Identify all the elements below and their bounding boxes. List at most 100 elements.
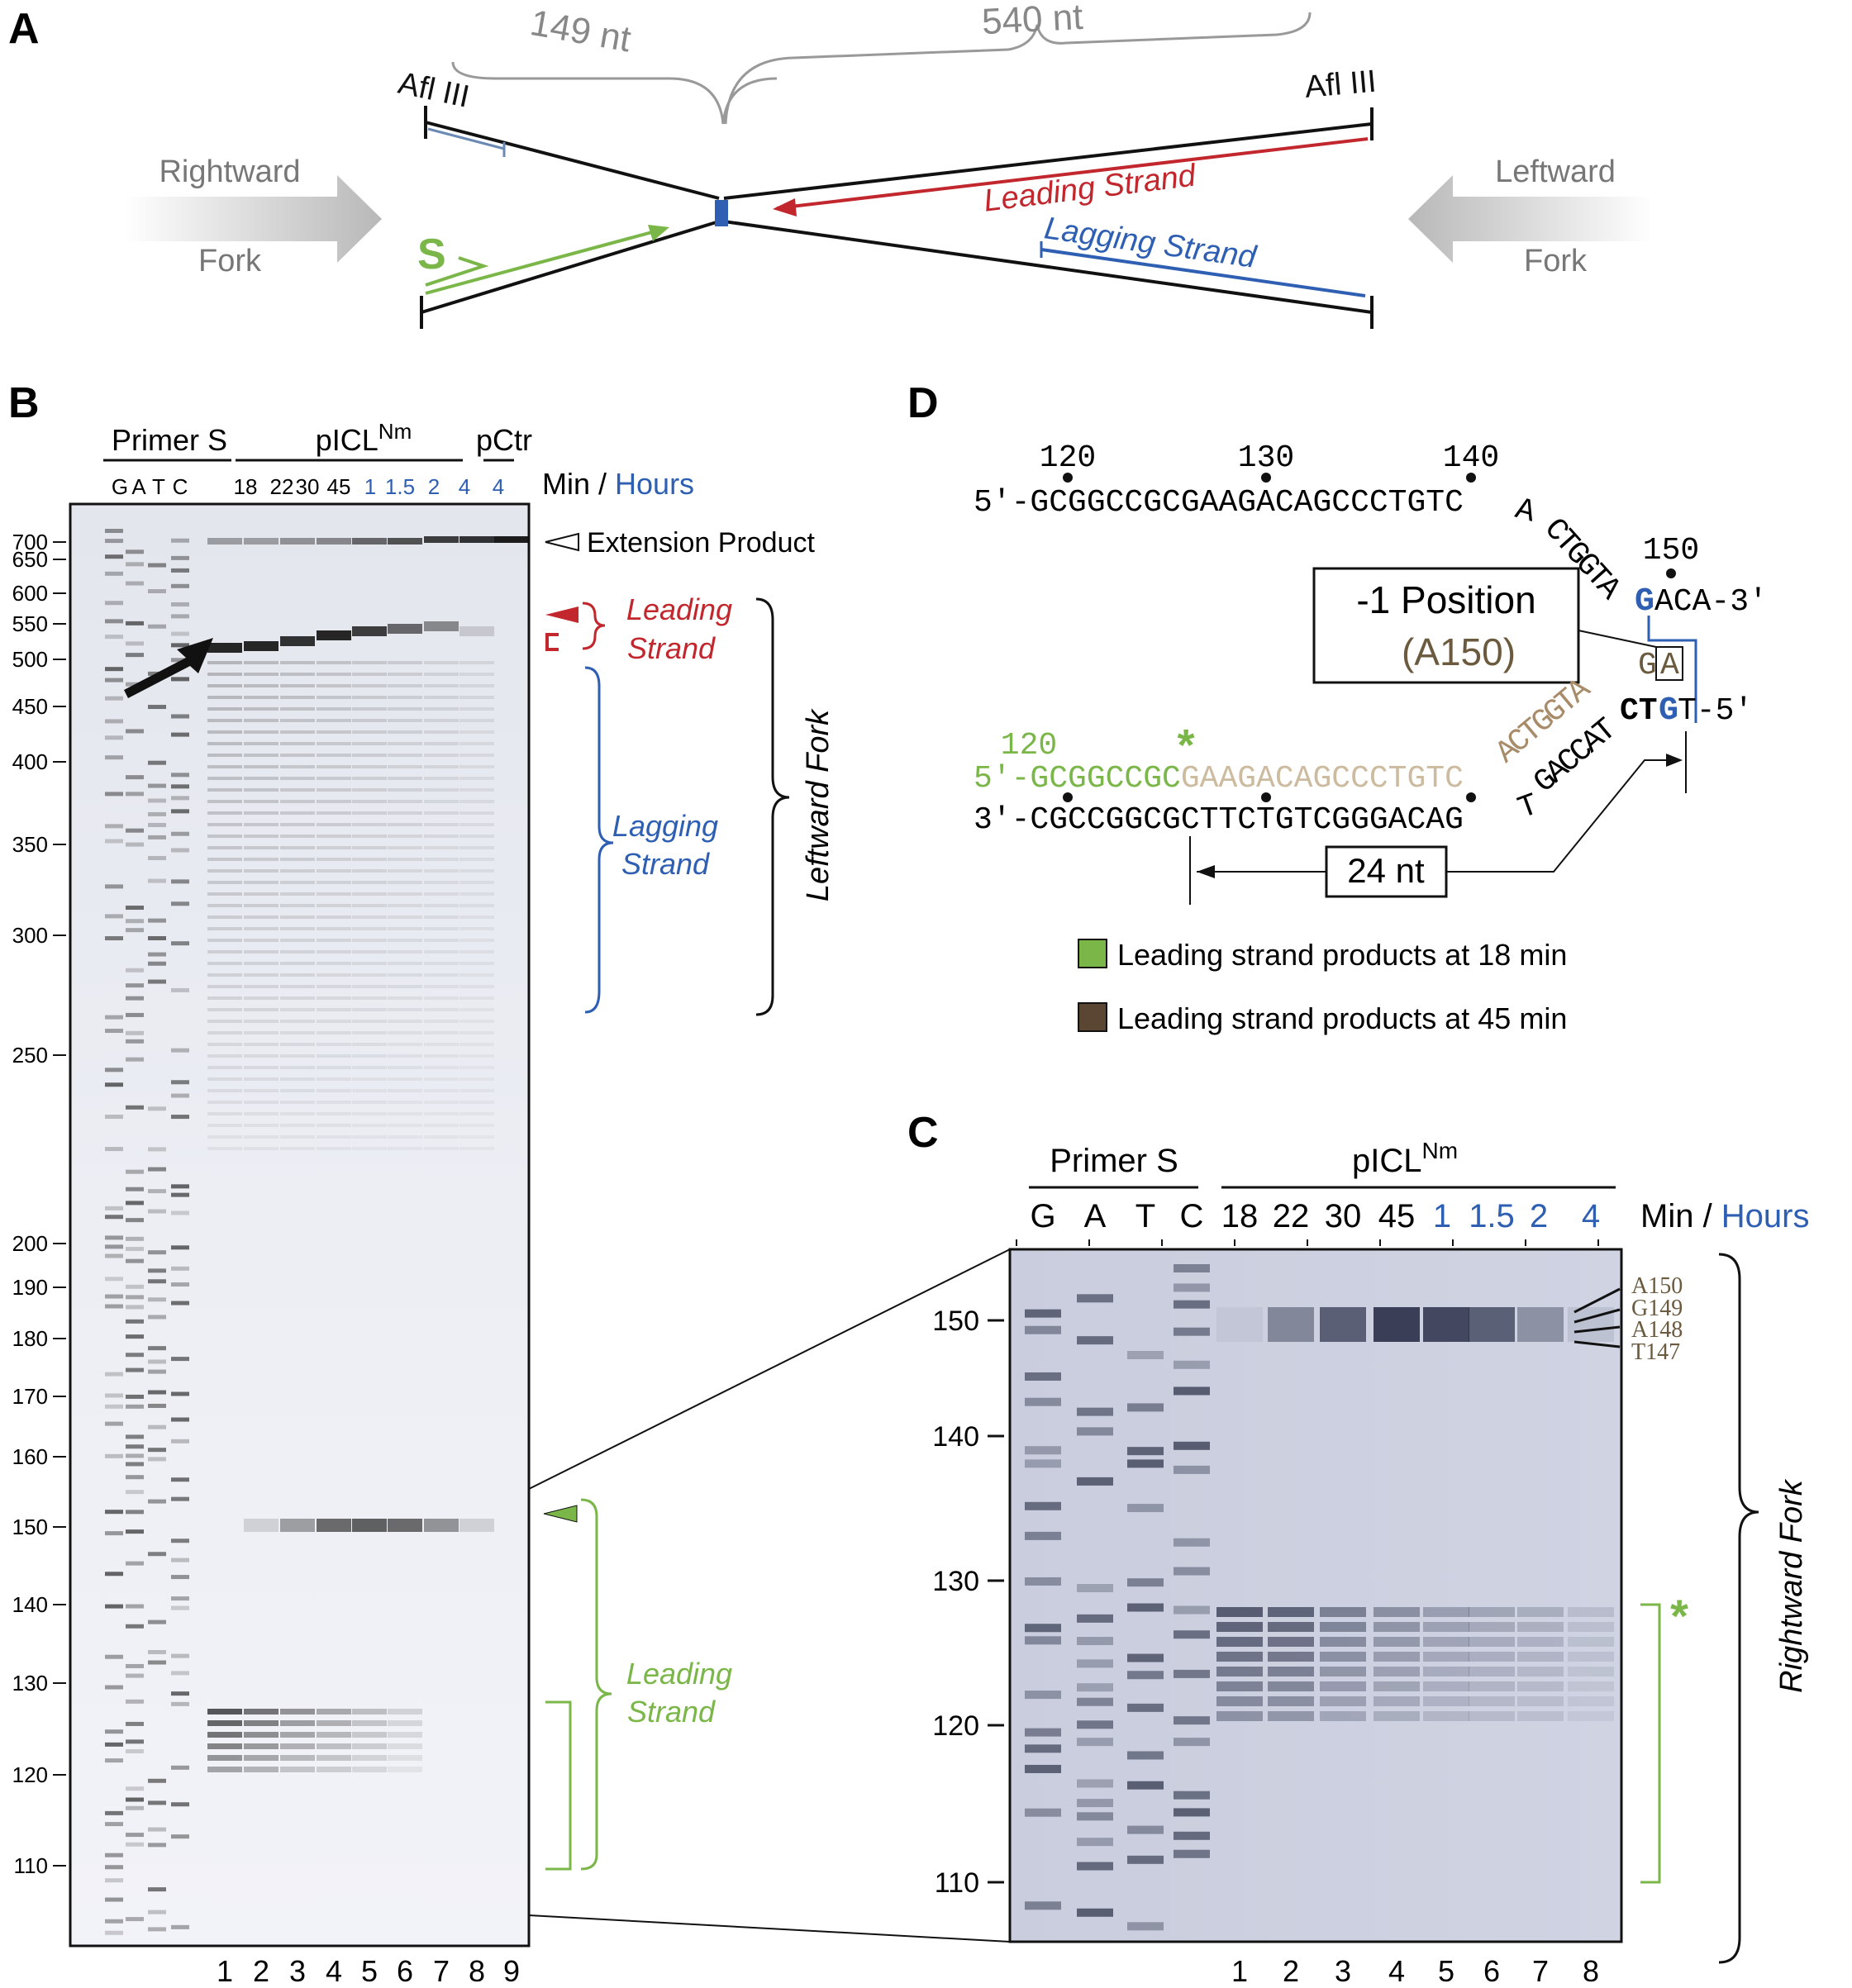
b-ladder-band [126, 1475, 144, 1480]
b-lagging-smear [317, 1135, 351, 1139]
c-lane-number: 2 [1283, 1954, 1299, 1988]
b-time-hours-label: 2 [428, 474, 440, 499]
c-seq-lane-label: G [1030, 1198, 1055, 1234]
c-size-marker: 120 [932, 1710, 979, 1742]
c-ladder-band [1174, 1360, 1210, 1369]
b-ladder-band [126, 1218, 144, 1223]
b-lagging-smear [424, 707, 459, 711]
b-lagging-smear [459, 892, 494, 896]
b-lagging-smear [317, 1112, 351, 1115]
legend-green-label: Leading strand products at 18 min [1117, 938, 1567, 972]
b-lagging-smear [280, 1066, 315, 1069]
b-lagging-smear [388, 996, 422, 1000]
b-primer-extension-band [388, 1767, 422, 1772]
c-ladder-band [1174, 1669, 1210, 1678]
rightward-fork-arrow [124, 175, 382, 263]
b-lagging-smear [244, 788, 279, 792]
b-lagging-smear [244, 811, 279, 815]
b-lagging-smear [424, 881, 459, 884]
b-ladder-band [105, 1742, 123, 1747]
b-lagging-smear [280, 858, 315, 861]
b-lagging-smear [352, 811, 387, 815]
b-ladder-band [171, 732, 189, 737]
b-lagging-smear [459, 1043, 494, 1046]
primer-s-arrow [425, 228, 662, 295]
b-ladder-band [148, 811, 166, 816]
b-ladder-band [126, 1169, 144, 1174]
b-lagging-smear [317, 881, 351, 884]
b-lagging-smear [317, 707, 351, 711]
b-ladder-band [105, 1897, 123, 1902]
b-lagging-smear [317, 823, 351, 826]
c-primer-extension-band [1423, 1667, 1469, 1676]
c-ladder-band [1174, 1386, 1210, 1396]
b-lagging-smear [207, 1008, 242, 1011]
b-lagging-smear [317, 661, 351, 664]
c-primer-extension-band [1216, 1622, 1263, 1632]
b-lagging-smear [207, 1020, 242, 1023]
b-lagging-smear [280, 985, 315, 988]
b-ladder-band [171, 614, 189, 619]
b-primer-extension-band [207, 1732, 242, 1738]
c-primer-extension-band [1216, 1696, 1263, 1706]
b-lagging-smear [317, 777, 351, 780]
b-lagging-smear [317, 719, 351, 722]
d-primer-strand: 5'-GCGGCCGCGAAGACAGCCCTGTC [974, 761, 1464, 797]
b-ladder-band [105, 884, 123, 889]
b-lagging-smear [244, 1101, 279, 1104]
d-template-t: T [1513, 787, 1543, 827]
b-ladder-band [171, 809, 189, 814]
b-lagging-smear [280, 1077, 315, 1081]
b-lagging-smear [244, 696, 279, 699]
b-lagging-smear [352, 996, 387, 1000]
b-ladder-band [148, 1827, 166, 1832]
c-primer-extension-band [1517, 1696, 1564, 1706]
b-lagging-smear [352, 777, 387, 780]
c-primer-extension-band [1517, 1667, 1564, 1676]
b-lagging-smear [352, 1124, 387, 1127]
c-ladder-band [1174, 1605, 1210, 1615]
b-lagging-smear [280, 754, 315, 757]
b-ladder-band [126, 1529, 144, 1534]
c-lane-number: 7 [1532, 1954, 1549, 1988]
b-ladder-band [148, 1403, 166, 1408]
b-lagging-smear [459, 684, 494, 687]
b-lagging-smear [388, 777, 422, 780]
c-primer-extension-band [1423, 1622, 1469, 1632]
b-lagging-smear [317, 788, 351, 792]
b-ladder-band [105, 1082, 123, 1087]
b-lagging-smear [280, 742, 315, 745]
c-lane-number: 8 [1583, 1954, 1599, 1988]
b-ladder-band [148, 1927, 166, 1932]
b-lagging-smear [459, 950, 494, 954]
b-ladder-band [126, 1201, 144, 1206]
b-size-marker: 160 [12, 1444, 48, 1469]
b-lagging-smear [424, 892, 459, 896]
b-lagging-smear [352, 1054, 387, 1058]
b-lagging-smear [388, 800, 422, 803]
band-a150: A150 [1631, 1273, 1683, 1299]
b-ladder-band [148, 1106, 166, 1111]
band-a148: A148 [1631, 1317, 1683, 1343]
c-ladder-band [1127, 1703, 1164, 1712]
c-ladder-band [1077, 1720, 1113, 1729]
b-lagging-smear [280, 1147, 315, 1150]
b-size-marker: 140 [12, 1592, 48, 1617]
b-size-marker: 250 [12, 1043, 48, 1068]
c-primer-extension-band [1469, 1652, 1515, 1662]
b-leading-band [280, 636, 315, 646]
b-ladder-band [105, 735, 123, 740]
b-lagging-smear [207, 892, 242, 896]
b-ladder-band [148, 1457, 166, 1462]
c-ladder-band [1025, 1446, 1061, 1455]
b-size-marker: 300 [12, 923, 48, 948]
b-ladder-band [171, 1596, 189, 1601]
b-lagging-smear [207, 719, 242, 722]
b-lagging-smear [459, 788, 494, 792]
b-ladder-band [105, 1930, 123, 1935]
b-lagging-smear [317, 916, 351, 919]
b-ladder-band [105, 1685, 123, 1690]
b-ladder-band [126, 1258, 144, 1263]
c-time-hours-label: 4 [1582, 1198, 1600, 1234]
b-ladder-band [105, 1510, 123, 1515]
